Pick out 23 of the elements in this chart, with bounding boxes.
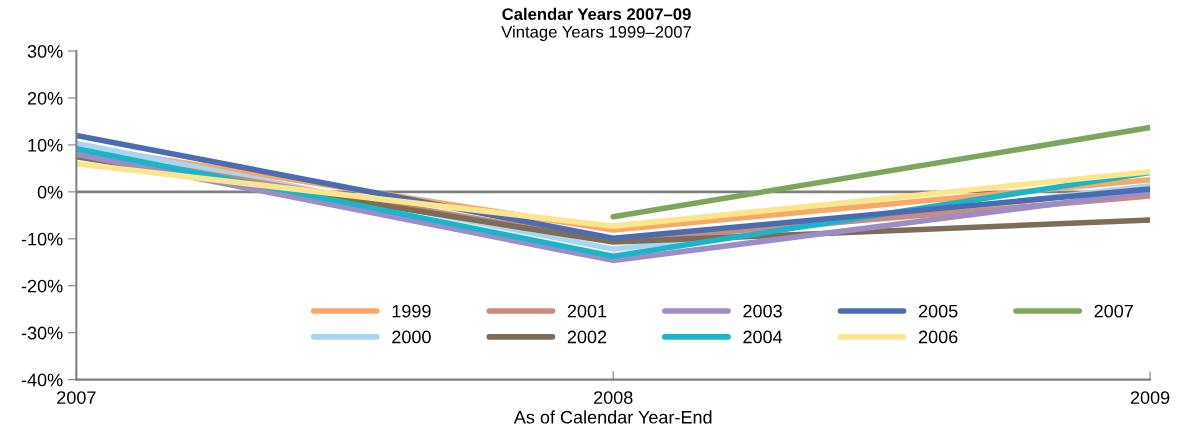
legend-label: 2004 bbox=[743, 330, 783, 344]
y-tick-label: 20% bbox=[27, 91, 63, 105]
legend-label: 1999 bbox=[392, 304, 431, 318]
legend-label: 2005 bbox=[918, 304, 958, 318]
legend-label: 2002 bbox=[567, 330, 607, 344]
y-tick-label: -40% bbox=[21, 373, 63, 387]
y-tick-label: -30% bbox=[21, 326, 63, 340]
y-tick-label: -20% bbox=[21, 279, 63, 293]
chart-subtitle: Vintage Years 1999–2007 bbox=[501, 25, 691, 42]
y-tick-label: 30% bbox=[27, 44, 63, 58]
y-tick-label: -10% bbox=[21, 232, 63, 246]
x-tick-label: 2009 bbox=[1130, 391, 1170, 404]
legend-label: 2007 bbox=[1094, 304, 1133, 318]
y-tick-label: 10% bbox=[28, 138, 63, 152]
legend-label: 2001 bbox=[567, 304, 607, 318]
legend-label: 2003 bbox=[743, 304, 782, 318]
x-tick-label: 2008 bbox=[594, 391, 633, 404]
chart-title: Calendar Years 2007–09 bbox=[502, 7, 691, 21]
x-axis-title: As of Calendar Year-End bbox=[513, 410, 712, 424]
y-tick-label: 0% bbox=[37, 185, 63, 199]
legend-label: 2006 bbox=[918, 330, 958, 344]
x-tick-label: 2007 bbox=[57, 391, 96, 404]
legend-label: 2000 bbox=[392, 330, 431, 344]
